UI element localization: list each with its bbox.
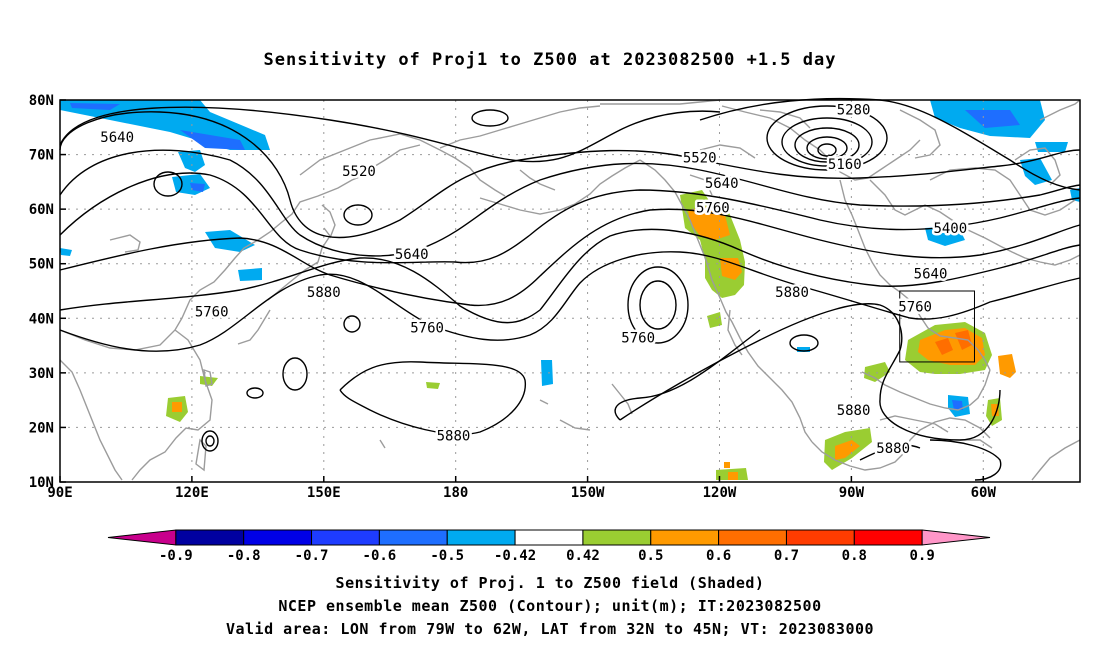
contour-label: 5760 xyxy=(621,330,655,346)
colorbar-label: 0.5 xyxy=(638,548,663,564)
lat-tick-label: 60N xyxy=(29,202,54,218)
colorbar-label: 0.6 xyxy=(706,548,731,564)
map-frame xyxy=(59,99,1081,483)
colorbar-label: 0.42 xyxy=(566,548,600,564)
colorbar-label: -0.5 xyxy=(430,548,464,564)
lon-tick-label: 120E xyxy=(175,485,209,501)
colorbar-label: 0.7 xyxy=(774,548,799,564)
footer-line-2: NCEP ensemble mean Z500 (Contour); unit(… xyxy=(278,597,822,615)
contour-label: 5640 xyxy=(705,176,739,192)
lon-tick-label: 90E xyxy=(47,485,72,501)
lon-tick-label: 150W xyxy=(571,485,605,501)
lat-tick-label: 80N xyxy=(29,93,54,109)
lat-tick-label: 50N xyxy=(29,257,54,273)
lat-tick-label: 20N xyxy=(29,420,54,436)
colorbar-swatch xyxy=(582,529,652,546)
sensitivity-shading xyxy=(60,100,1080,480)
colorbar-label: -0.8 xyxy=(227,548,261,564)
longitude-axis: 90E 120E 150E 180 150W 120W 90W 60W xyxy=(47,476,996,501)
contour-label: 5880 xyxy=(307,285,341,301)
lon-tick-label: 90W xyxy=(839,485,865,501)
contour-label: 5280 xyxy=(837,102,871,118)
z500-contours xyxy=(59,97,1081,481)
contour-label: 5760 xyxy=(898,299,932,315)
contour-label: 5760 xyxy=(195,305,229,321)
contour-labels: 5640 5520 5520 5280 5160 5400 5640 5760 5640 5640… xyxy=(98,100,970,460)
contour-label: 5880 xyxy=(775,285,809,301)
contour-label: 5880 xyxy=(837,403,871,419)
colorbar-swatch xyxy=(921,529,991,546)
colorbar-swatch xyxy=(514,529,584,546)
colorbar-swatch xyxy=(378,529,448,546)
colorbar-swatch xyxy=(107,529,177,546)
colorbar-label: -0.6 xyxy=(363,548,397,564)
colorbar-swatch xyxy=(175,529,245,546)
footer-line-1: Sensitivity of Proj. 1 to Z500 field (Sh… xyxy=(335,574,765,592)
latitude-axis: 80N 70N 60N 50N 40N 30N 20N 10N xyxy=(29,93,66,491)
lat-tick-label: 10N xyxy=(29,475,54,491)
contour-label: 5160 xyxy=(828,157,862,173)
colorbar-swatch xyxy=(785,529,855,546)
colorbar: -0.9 -0.8 -0.7 -0.6 -0.5 -0.42 0.42 0.5 0.6 0.7 0.… xyxy=(107,529,991,564)
valid-area-box xyxy=(899,290,975,363)
contour-label: 5640 xyxy=(100,130,134,146)
contour-label: 5640 xyxy=(914,267,948,283)
contour-label: 5760 xyxy=(696,201,730,217)
contour-label: 5400 xyxy=(933,221,967,237)
contour-label: 5520 xyxy=(683,150,717,166)
contour-label: 5880 xyxy=(876,441,910,457)
contour-label: 5760 xyxy=(410,321,444,337)
lat-tick-label: 70N xyxy=(29,148,54,164)
colorbar-swatch xyxy=(853,529,923,546)
contour-label: 5880 xyxy=(437,429,471,445)
colorbar-label: 0.8 xyxy=(842,548,867,564)
lon-tick-label: 180 xyxy=(443,485,468,501)
colorbar-label: 0.9 xyxy=(910,548,935,564)
coastlines xyxy=(59,99,1081,481)
colorbar-swatch xyxy=(446,529,516,546)
colorbar-label: -0.7 xyxy=(295,548,329,564)
colorbar-label: -0.42 xyxy=(494,548,536,564)
map-title: Sensitivity of Proj1 to Z500 at 20230825… xyxy=(263,50,837,70)
colorbar-swatch xyxy=(650,529,720,546)
contour-label: 5640 xyxy=(395,247,429,263)
lat-tick-label: 40N xyxy=(29,311,54,327)
lon-tick-label: 60W xyxy=(971,485,997,501)
lon-tick-label: 150E xyxy=(307,485,341,501)
colorbar-label: -0.9 xyxy=(159,548,193,564)
lat-tick-label: 30N xyxy=(29,366,54,382)
colorbar-swatch xyxy=(718,529,787,546)
colorbar-swatch xyxy=(243,529,313,546)
footer-line-3: Valid area: LON from 79W to 62W, LAT fro… xyxy=(225,620,875,638)
colorbar-swatch xyxy=(311,529,380,546)
lon-tick-label: 120W xyxy=(703,485,737,501)
contour-label: 5520 xyxy=(342,164,376,180)
